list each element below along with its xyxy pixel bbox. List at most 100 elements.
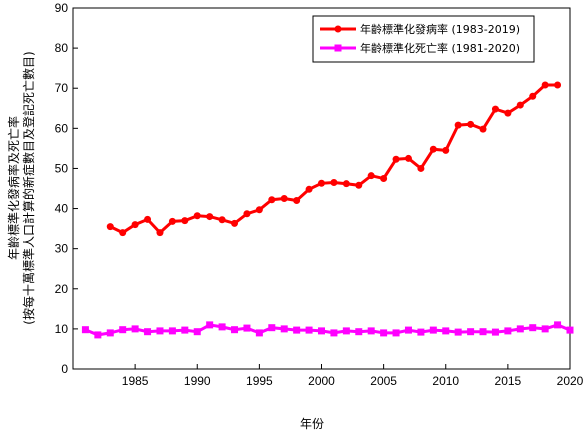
data-point — [156, 229, 164, 237]
legend: 年齡標準化發病率 (1983-2019) 年齡標準化死亡率 (1981-2020) — [312, 15, 535, 63]
data-point — [454, 328, 462, 336]
data-point — [119, 326, 127, 334]
data-point — [81, 326, 89, 334]
data-point — [529, 92, 537, 100]
data-point — [404, 154, 412, 162]
data-point — [429, 326, 437, 334]
y-tick-label: 90 — [55, 1, 69, 15]
x-axis-title: 年份 — [300, 417, 324, 431]
data-point — [293, 197, 301, 205]
data-point — [404, 326, 412, 334]
y-tick-label: 0 — [61, 362, 68, 376]
data-point — [293, 326, 301, 334]
x-tick-label: 2020 — [557, 374, 584, 388]
data-point — [168, 327, 176, 335]
data-point — [106, 223, 114, 231]
data-point — [442, 146, 450, 154]
data-point — [479, 125, 487, 133]
data-point — [255, 206, 263, 214]
data-point — [318, 327, 325, 335]
x-tick-label: 1995 — [246, 374, 273, 388]
data-point — [206, 213, 214, 221]
series-2 — [81, 321, 574, 339]
legend-item: 年齡標準化發病率 (1983-2019) — [320, 22, 520, 36]
data-point — [454, 121, 462, 129]
data-point — [168, 217, 176, 225]
y-tick-label: 80 — [55, 41, 69, 55]
data-point — [280, 195, 288, 203]
data-point — [380, 329, 388, 337]
x-tick-label: 1990 — [184, 374, 211, 388]
data-point — [330, 329, 338, 337]
data-point — [342, 327, 350, 335]
x-tick-label: 2005 — [370, 374, 397, 388]
data-point — [504, 109, 512, 117]
data-point — [392, 329, 400, 337]
data-point — [268, 324, 276, 332]
data-point — [529, 324, 537, 332]
data-point — [268, 196, 276, 204]
series-layer — [81, 81, 574, 339]
data-point — [367, 327, 375, 335]
series-line — [109, 83, 558, 235]
data-point — [467, 120, 475, 128]
data-point — [355, 328, 363, 336]
data-point — [355, 181, 363, 189]
legend-items: 年齡標準化發病率 (1983-2019) 年齡標準化死亡率 (1981-2020) — [320, 22, 520, 55]
y-tick-label: 50 — [55, 161, 69, 175]
data-point — [392, 155, 400, 163]
series-1 — [106, 81, 562, 237]
data-point — [541, 325, 549, 333]
legend-label: 年齡標準化死亡率 (1981-2020) — [360, 41, 520, 55]
data-point — [206, 321, 214, 329]
data-point — [193, 328, 201, 336]
data-point — [119, 229, 127, 237]
data-point — [541, 81, 549, 89]
legend-box — [312, 15, 535, 63]
data-point — [504, 327, 512, 335]
data-point — [243, 324, 251, 332]
data-point — [231, 326, 239, 334]
y-axis-title-line1: 年齡標準化發病率及死亡率 — [6, 116, 21, 260]
y-tick-label: 60 — [55, 121, 69, 135]
data-point — [144, 328, 152, 336]
y-tick-label: 20 — [55, 282, 69, 296]
data-point — [417, 164, 425, 172]
data-point — [243, 210, 251, 218]
data-point — [516, 101, 524, 109]
data-point — [380, 174, 388, 182]
data-point — [156, 327, 164, 335]
data-point — [554, 81, 562, 89]
data-point — [218, 216, 226, 224]
data-point — [429, 145, 437, 153]
data-point — [442, 327, 450, 335]
data-point — [330, 178, 338, 186]
y-tick-label: 10 — [55, 322, 69, 336]
data-point — [479, 328, 487, 336]
data-point — [467, 328, 475, 336]
data-point — [318, 179, 325, 187]
data-point — [218, 323, 226, 331]
y-tick-label: 30 — [55, 242, 69, 256]
legend-item: 年齡標準化死亡率 (1981-2020) — [320, 41, 520, 55]
data-point — [280, 325, 288, 333]
legend-marker — [334, 25, 342, 33]
y-axis-title-line2: (按每十萬標準人口計算的新症數目及登記死亡數目) — [21, 51, 36, 324]
data-point — [491, 328, 499, 336]
data-point — [94, 331, 102, 339]
data-point — [566, 326, 574, 334]
data-point — [305, 326, 313, 334]
legend-label: 年齡標準化發病率 (1983-2019) — [360, 22, 520, 36]
data-point — [181, 217, 189, 225]
x-tick-label: 2000 — [308, 374, 335, 388]
data-point — [106, 329, 114, 337]
data-point — [554, 321, 562, 329]
x-tick-label: 2015 — [495, 374, 522, 388]
data-point — [342, 180, 350, 188]
data-point — [367, 172, 375, 180]
data-point — [255, 329, 263, 337]
data-point — [131, 325, 139, 333]
y-tick-label: 70 — [55, 81, 69, 95]
data-point — [231, 219, 239, 227]
